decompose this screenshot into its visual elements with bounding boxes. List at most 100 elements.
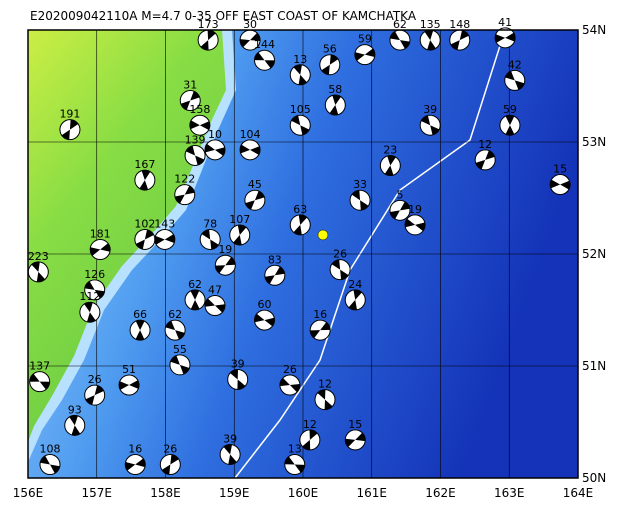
ball-quadrant — [180, 91, 200, 110]
ball-quadrant — [31, 261, 46, 282]
beachball — [289, 114, 311, 136]
depth-label: 12 — [478, 138, 492, 151]
beachball — [118, 374, 140, 396]
x-tick-label: 162E — [425, 486, 456, 500]
beachball — [29, 371, 51, 393]
ball-quadrant — [475, 150, 495, 170]
depth-label: 16 — [313, 308, 327, 321]
beachball — [494, 27, 516, 49]
beachball — [239, 139, 261, 161]
x-tick-label: 160E — [288, 486, 319, 500]
ball-quadrant — [204, 143, 226, 156]
depth-label: 51 — [122, 363, 136, 376]
ball-quadrant — [245, 191, 265, 210]
beachball — [344, 289, 366, 311]
depth-label: 93 — [68, 403, 82, 416]
beachball — [229, 224, 251, 246]
beachball — [59, 119, 81, 141]
beachball — [164, 319, 186, 341]
depth-label: 59 — [503, 103, 517, 116]
beachball — [199, 228, 221, 250]
depth-label: 135 — [420, 18, 441, 31]
ball-quadrant — [84, 281, 105, 299]
depth-label: 60 — [258, 298, 272, 311]
beachball — [84, 384, 106, 406]
beachball — [349, 189, 371, 211]
depth-label: 15 — [348, 418, 362, 431]
frame — [27, 29, 579, 479]
beachball — [219, 443, 241, 465]
y-tick-label: 50N — [582, 471, 606, 485]
ball-quadrant — [240, 32, 261, 48]
x-tick-label: 159E — [219, 486, 250, 500]
ball-quadrant — [390, 31, 410, 49]
depth-label: 30 — [243, 18, 257, 31]
ball-quadrant — [310, 322, 331, 339]
beachball — [169, 354, 191, 376]
ball-quadrant — [174, 185, 195, 204]
depth-label: 122 — [174, 173, 195, 186]
ball-quadrant — [233, 224, 247, 246]
ball-quadrant — [170, 355, 190, 375]
x-tick-label: 158E — [150, 486, 181, 500]
beachball — [134, 169, 156, 191]
ball-quadrant — [390, 201, 410, 220]
ball-quadrant — [69, 415, 81, 436]
depth-label: 45 — [248, 178, 262, 191]
depth-label: 126 — [84, 268, 105, 281]
ball-quadrant — [351, 190, 369, 211]
ball-quadrant — [505, 71, 525, 90]
ball-quadrant — [293, 64, 307, 85]
ball-quadrant — [135, 229, 154, 250]
depth-label: 62 — [188, 278, 202, 291]
beachball — [284, 454, 306, 476]
beachball — [184, 144, 206, 166]
ball-quadrant — [230, 369, 246, 390]
ball-quadrant — [215, 257, 236, 274]
ball-quadrant — [135, 320, 145, 341]
ball-quadrant — [321, 54, 339, 75]
depth-label: 42 — [508, 58, 522, 71]
ball-quadrant — [161, 454, 179, 475]
depth-label: 16 — [128, 443, 142, 456]
ball-quadrant — [61, 119, 79, 140]
beachball — [389, 29, 411, 51]
beachball — [39, 454, 61, 476]
depth-label: 10 — [208, 128, 222, 141]
y-tick-label: 51N — [582, 359, 606, 373]
depth-label: 13 — [293, 53, 307, 66]
ball-quadrant — [291, 115, 310, 135]
depth-label: 39 — [223, 432, 237, 445]
ball-quadrant — [254, 313, 275, 327]
depth-label: 12 — [303, 418, 317, 431]
depth-label: 26 — [88, 373, 102, 386]
depth-label: 143 — [154, 217, 175, 230]
x-tick-label: 156E — [13, 486, 44, 500]
depth-label: 41 — [498, 16, 512, 29]
ball-quadrant — [424, 30, 436, 51]
beachball — [129, 319, 151, 341]
beachball — [299, 429, 321, 451]
beachball — [244, 189, 266, 211]
ball-quadrant — [40, 455, 60, 474]
ball-quadrant — [329, 95, 341, 116]
beachball — [404, 214, 426, 236]
beachball — [264, 264, 286, 286]
ball-quadrant — [189, 120, 210, 130]
depth-label: 173 — [198, 18, 219, 31]
depth-label: 181 — [90, 228, 111, 241]
beachball — [27, 261, 49, 283]
depth-label: 26 — [333, 248, 347, 261]
depth-label: 33 — [353, 178, 367, 191]
beachball — [504, 69, 526, 91]
ball-quadrant — [125, 458, 146, 471]
ball-quadrant — [200, 30, 216, 51]
beachball — [227, 368, 249, 390]
ball-quadrant — [185, 145, 205, 166]
depth-label: 137 — [29, 360, 50, 373]
depth-label: 107 — [229, 213, 250, 226]
depth-label: 5 — [396, 188, 403, 201]
depth-label: 105 — [290, 103, 311, 116]
depth-label: 13 — [288, 443, 302, 456]
depth-label: 62 — [168, 308, 182, 321]
